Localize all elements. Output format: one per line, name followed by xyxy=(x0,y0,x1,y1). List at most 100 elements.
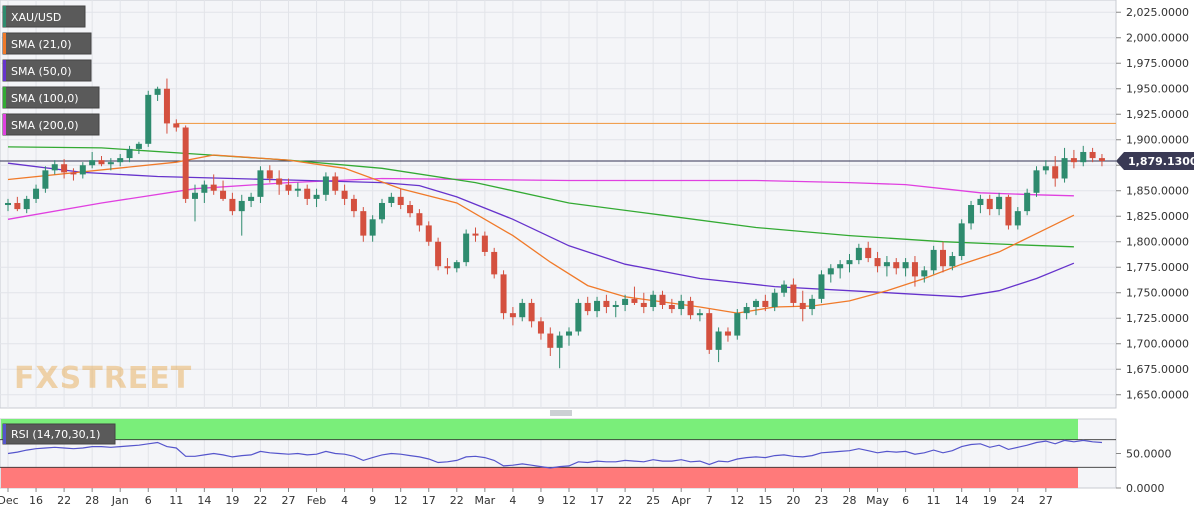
candle-body xyxy=(509,313,516,318)
candle-body xyxy=(584,302,591,312)
price-tick-label: 2,025.0000 xyxy=(1126,6,1189,19)
candle-body xyxy=(407,205,414,214)
time-tick-label: 6 xyxy=(145,494,152,507)
candle-body xyxy=(659,294,666,305)
candle-body xyxy=(360,211,367,236)
candle-body xyxy=(5,202,11,206)
time-tick-label: 25 xyxy=(646,494,660,507)
time-tick-label: Jan xyxy=(111,494,129,507)
candle-body xyxy=(762,300,769,308)
rsi-oversold-zone xyxy=(1,467,1078,488)
candle-body xyxy=(893,262,900,269)
rsi-tick-label: 50.0000 xyxy=(1126,448,1172,461)
candle-body xyxy=(818,274,825,299)
candle-body xyxy=(743,307,750,314)
candle-body xyxy=(23,198,30,210)
candle-body xyxy=(631,298,638,303)
rsi-legend-label: RSI (14,70,30,1) xyxy=(11,428,100,441)
time-tick-label: 16 xyxy=(29,494,43,507)
candle-body xyxy=(715,331,722,350)
time-tick-label: 19 xyxy=(983,494,997,507)
time-tick-label: 15 xyxy=(758,494,772,507)
candle-body xyxy=(1061,158,1068,179)
candle-body xyxy=(276,178,283,185)
candle-body xyxy=(603,300,610,308)
candle-body xyxy=(51,164,58,171)
time-tick-label: 6 xyxy=(902,494,909,507)
candle-body xyxy=(1042,166,1049,171)
time-tick-label: 28 xyxy=(85,494,99,507)
candle-body xyxy=(771,292,778,308)
candle-body xyxy=(332,176,339,191)
legend-color-swatch xyxy=(3,60,6,81)
time-tick-label: 11 xyxy=(169,494,183,507)
time-tick-label: 14 xyxy=(197,494,211,507)
price-tick-label: 1,775.0000 xyxy=(1126,261,1189,274)
candle-body xyxy=(238,200,245,212)
legend-color-swatch xyxy=(3,114,6,135)
candle-body xyxy=(33,188,40,199)
candle-body xyxy=(341,190,348,199)
legend-color-swatch xyxy=(3,6,6,27)
time-tick-label: 9 xyxy=(369,494,376,507)
candle-body xyxy=(463,233,470,263)
legend-item-label: SMA (21,0) xyxy=(11,38,72,51)
price-tick-label: 1,825.0000 xyxy=(1126,210,1189,223)
candle-body xyxy=(566,331,572,336)
candle-body xyxy=(678,300,685,310)
time-tick-label: 4 xyxy=(341,494,348,507)
time-tick-label: 19 xyxy=(225,494,239,507)
candle-body xyxy=(107,162,114,165)
price-tick-label: 1,725.0000 xyxy=(1126,312,1189,325)
candle-body xyxy=(911,262,918,277)
price-tick-label: 1,975.0000 xyxy=(1126,57,1189,70)
current-price-label: 1,879.1300 xyxy=(1128,155,1194,168)
candle-body xyxy=(1024,192,1031,212)
candle-body xyxy=(790,284,797,303)
candle-body xyxy=(986,198,993,210)
time-tick-label: 22 xyxy=(253,494,267,507)
candle-body xyxy=(154,88,161,95)
candle-body xyxy=(313,194,320,199)
rsi-line xyxy=(7,439,1103,469)
candle-body xyxy=(117,158,124,163)
candle-body xyxy=(369,219,376,236)
time-tick-label: Feb xyxy=(307,494,326,507)
time-tick-label: 4 xyxy=(509,494,516,507)
candle-body xyxy=(135,143,142,149)
candle-body xyxy=(481,235,488,252)
time-tick-label: 12 xyxy=(730,494,744,507)
legend-item-label: XAU/USD xyxy=(11,11,61,24)
legend-item-label: SMA (50,0) xyxy=(11,65,72,78)
candle-body xyxy=(220,190,227,199)
candle-body xyxy=(444,266,451,269)
candle-body xyxy=(98,160,105,165)
candle-body xyxy=(696,313,703,316)
time-tick-label: May xyxy=(866,494,889,507)
candle-body xyxy=(61,164,68,173)
candle-body xyxy=(322,176,329,195)
candle-body xyxy=(425,225,432,242)
candle-body xyxy=(1070,158,1077,163)
candle-body xyxy=(70,172,77,175)
time-tick-label: 11 xyxy=(927,494,941,507)
candle-body xyxy=(827,268,834,275)
candle-body xyxy=(1052,166,1059,179)
time-tick-label: Dec xyxy=(0,494,19,507)
sma-200-line xyxy=(7,177,1074,220)
candle-body xyxy=(865,247,872,259)
sma-100-line xyxy=(7,146,1074,248)
candle-body xyxy=(1080,151,1087,163)
candle-body xyxy=(42,170,49,189)
candle-body xyxy=(294,188,301,191)
candle-body xyxy=(126,148,133,159)
candle-body xyxy=(622,298,629,305)
price-tick-label: 2,000.0000 xyxy=(1126,32,1189,45)
time-tick-label: 22 xyxy=(450,494,464,507)
candle-body xyxy=(846,260,853,265)
candle-body xyxy=(556,335,563,348)
candle-body xyxy=(1005,196,1012,226)
candle-body xyxy=(724,331,731,336)
candle-body xyxy=(837,264,844,269)
